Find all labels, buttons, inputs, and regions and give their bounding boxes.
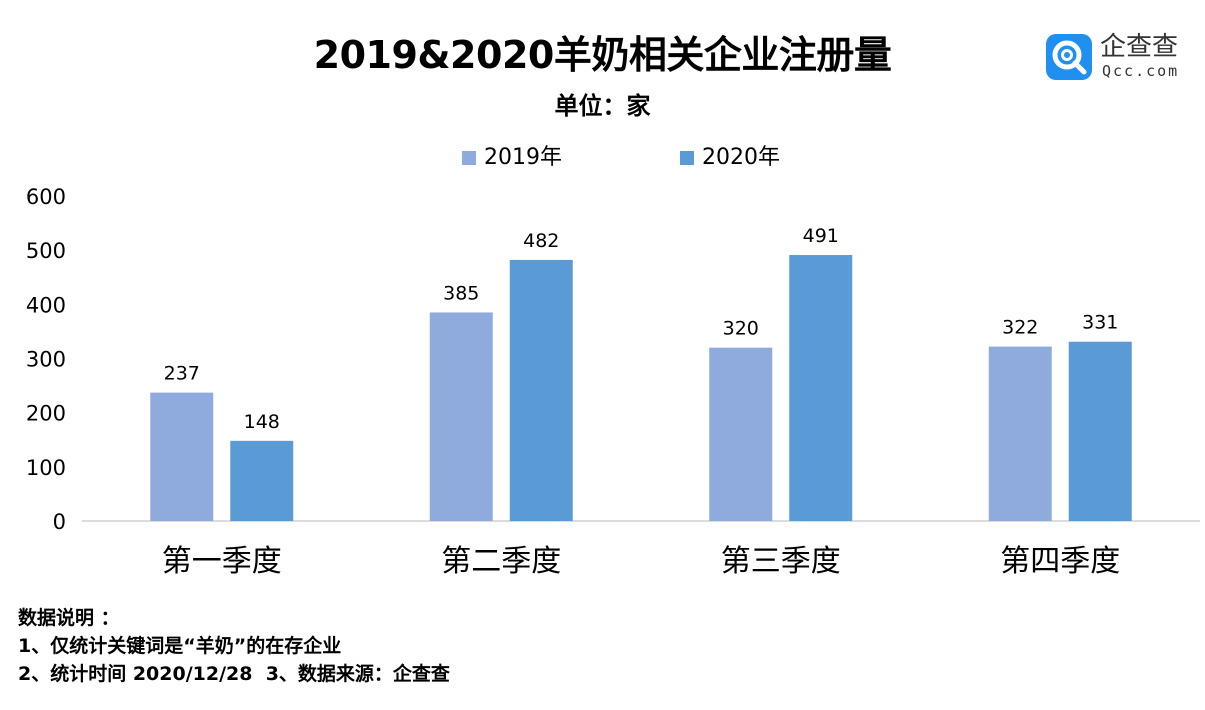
logo-name: 企查查 bbox=[1100, 32, 1179, 62]
bar-2-1 bbox=[789, 255, 853, 521]
bar-3-0 bbox=[988, 346, 1052, 521]
data-notes: 数据说明 ： 1、仅统计关键词是“羊奶”的在存企业 2、统计时间 2020/12… bbox=[18, 604, 450, 688]
y-tick-label-1: 100 bbox=[26, 456, 66, 480]
y-tick-label-5: 500 bbox=[26, 239, 66, 263]
bar-1-0 bbox=[429, 312, 493, 521]
data-label-1-1: 482 bbox=[523, 230, 559, 252]
legend-item-2019: 2019年 bbox=[462, 143, 562, 173]
data-label-2-1: 491 bbox=[803, 225, 839, 247]
legend-swatch-2019 bbox=[462, 151, 476, 165]
bar-2-0 bbox=[709, 347, 773, 521]
data-label-1-0: 385 bbox=[443, 282, 479, 304]
qcc-magnifier-icon bbox=[1046, 34, 1092, 80]
y-tick-label-0: 0 bbox=[53, 510, 66, 534]
legend-label-2019: 2019年 bbox=[484, 145, 562, 170]
bar-0-1 bbox=[230, 440, 294, 521]
bar-3-1 bbox=[1068, 341, 1132, 521]
x-tick-label-1: 第二季度 bbox=[441, 544, 561, 579]
x-tick-label-2: 第三季度 bbox=[721, 544, 841, 579]
y-tick-label-3: 300 bbox=[26, 348, 66, 372]
data-label-3-1: 331 bbox=[1082, 312, 1118, 334]
notes-heading: 数据说明 ： bbox=[18, 607, 120, 629]
brand-logo: 企查查 Qcc.com bbox=[1046, 32, 1196, 82]
notes-line-2: 2、统计时间 2020/12/28 3、数据来源：企查查 bbox=[18, 663, 450, 685]
bar-chart: 0 100 200 300 400 500 600 237 148 第一季度 385 482 第二季度 3… bbox=[26, 185, 1200, 579]
data-label-0-0: 237 bbox=[164, 363, 200, 385]
chart-legend: 2019年 2020年 bbox=[0, 143, 1205, 173]
notes-line-1: 1、仅统计关键词是“羊奶”的在存企业 bbox=[18, 635, 342, 657]
chart-title: 2019&2020羊奶相关企业注册量 bbox=[313, 33, 892, 77]
y-tick-label-6: 600 bbox=[26, 185, 66, 209]
chart-unit: 单位：家 bbox=[554, 92, 651, 120]
data-label-2-0: 320 bbox=[723, 318, 759, 340]
bar-1-1 bbox=[509, 259, 573, 521]
legend-label-2020: 2020年 bbox=[702, 145, 780, 170]
logo-domain: Qcc.com bbox=[1102, 62, 1180, 80]
legend-swatch-2020 bbox=[680, 151, 694, 165]
y-tick-label-4: 400 bbox=[26, 293, 66, 317]
data-label-0-1: 148 bbox=[244, 411, 280, 433]
x-tick-label-0: 第一季度 bbox=[162, 544, 282, 579]
bar-0-0 bbox=[150, 392, 214, 521]
y-tick-label-2: 200 bbox=[26, 402, 66, 426]
data-label-3-0: 322 bbox=[1002, 317, 1038, 339]
x-tick-label-3: 第四季度 bbox=[1000, 544, 1120, 579]
legend-item-2020: 2020年 bbox=[680, 143, 780, 173]
